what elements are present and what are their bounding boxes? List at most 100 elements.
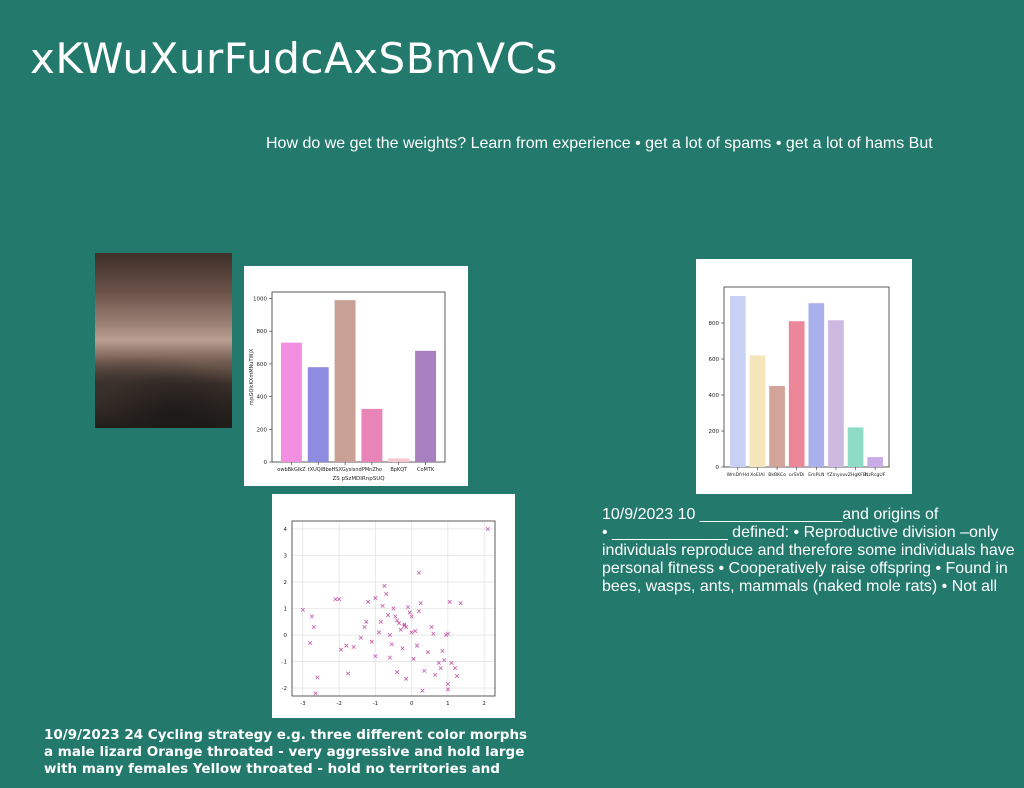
- bottom-text-block: 10/9/2023 24 Cycling strategy e.g. three…: [44, 727, 604, 778]
- x-tick-label: XoEIAI: [750, 472, 765, 478]
- right-text-block: 10/9/2023 10 ________________and origins…: [602, 506, 1022, 596]
- scatter-point: [400, 646, 405, 651]
- slide-subtitle: How do we get the weights? Learn from ex…: [266, 135, 933, 152]
- scatter-point: [387, 655, 392, 660]
- x-tick-label: -2: [336, 701, 341, 707]
- x-tick-label: CoMTK: [417, 467, 435, 473]
- scatter-point: [438, 666, 443, 671]
- scatter-point: [411, 656, 416, 661]
- bar: [847, 427, 864, 467]
- y-tick-label: -1: [282, 660, 287, 666]
- scatter-point: [373, 654, 378, 659]
- bar: [415, 350, 437, 462]
- scatter-point: [485, 526, 490, 532]
- bar-chart-left-figure: 0 200 400 600 800 1000 owbBkGikZ tXUQiBb eHSXGys…: [244, 266, 468, 486]
- plot-frame: [723, 286, 890, 468]
- y-tick-label: -2: [282, 686, 287, 692]
- y-tick-label: 1000: [253, 297, 267, 303]
- scatter-point: [407, 610, 412, 615]
- scatter-point: [366, 599, 371, 604]
- y-tick-label: 0: [264, 460, 268, 466]
- bar: [388, 458, 410, 462]
- scatter-point: [344, 643, 349, 648]
- bar: [769, 386, 785, 467]
- y-tick-label: 600: [257, 362, 268, 368]
- scatter-point: [338, 647, 344, 652]
- scatter-point: [405, 605, 411, 610]
- x-tick-label: -3: [300, 701, 306, 707]
- scatter-point: [409, 614, 414, 619]
- scatter-point: [425, 650, 431, 655]
- bottom-text-line: a male lizard Orange throated - very agg…: [44, 744, 525, 760]
- scatter-point: [409, 630, 414, 635]
- scatter-plot: -3 -2 -1 0 1 2 -2 -1 0 1 2 3 4: [282, 520, 496, 707]
- x-tick-label: tXUQiBb: [308, 467, 329, 473]
- scatter-point: [351, 644, 356, 650]
- bar-chart-left: 0 200 400 600 800 1000 owbBkGikZ tXUQiBb eHSXGys…: [249, 291, 446, 482]
- scatter-point: [337, 597, 342, 602]
- scatter-plot-figure: -3 -2 -1 0 1 2 -2 -1 0 1 2 3 4: [272, 494, 515, 718]
- slide-title: xKWuXurFudcAxSBmVCs: [30, 34, 558, 83]
- bar: [280, 342, 302, 462]
- scatter-point: [398, 627, 403, 632]
- scatter-point: [395, 670, 400, 675]
- bottom-text-line: 10/9/2023 24 Cycling strategy e.g. three…: [44, 727, 528, 743]
- scatter-point: [442, 658, 447, 663]
- right-text-line: personal fitness • Cooperatively raise o…: [602, 560, 1008, 577]
- y-tick-label: 600: [709, 357, 720, 363]
- scatter-point: [382, 583, 387, 589]
- y-tick-label: 200: [257, 427, 268, 433]
- scatter-point: [384, 591, 389, 596]
- scatter-point: [404, 676, 409, 681]
- scatter-point: [387, 632, 392, 638]
- x-tick-label: owbBkGikZ: [277, 467, 306, 473]
- scatter-point: [431, 631, 436, 636]
- y-tick-label: 4: [284, 527, 288, 533]
- scatter-point: [364, 619, 369, 624]
- scatter-point: [311, 624, 316, 630]
- scatter-point: [376, 630, 382, 635]
- scatter-point: [449, 660, 454, 665]
- x-tick-label: NzRcgUF: [865, 472, 886, 478]
- y-tick-label: 1: [284, 607, 288, 613]
- scatter-point: [315, 675, 320, 680]
- right-text-line: individuals reproduce and therefore some…: [602, 542, 1015, 559]
- scatter-point: [458, 601, 463, 606]
- scatter-point: [445, 681, 450, 687]
- scatter-point: [445, 631, 450, 636]
- bar: [828, 320, 844, 467]
- scatter-point: [313, 691, 318, 696]
- scatter-point: [346, 671, 351, 676]
- scatter-point: [396, 621, 402, 626]
- scatter-point: [429, 624, 434, 630]
- bar: [361, 408, 383, 462]
- plot-frame: [291, 520, 496, 697]
- scatter-point: [309, 614, 315, 619]
- x-tick-label: 0: [410, 701, 414, 707]
- bottom-text-line: with many females Yellow throated - hold…: [44, 761, 500, 777]
- x-tick-label: WmDfrHd: [727, 472, 750, 478]
- y-tick-label: 0: [284, 633, 288, 639]
- x-tick-label: BkBKCo: [768, 472, 786, 478]
- bar-chart-right: 0 200 400 600 800 WmDfrHd XoEIAI BkBKCo orSVDi Em…: [709, 286, 890, 478]
- bar: [334, 300, 356, 462]
- bar: [808, 303, 825, 467]
- scatter-point: [333, 597, 338, 602]
- x-tick-label: BpKQT: [390, 467, 408, 473]
- y-tick-label: 400: [709, 393, 720, 399]
- y-tick-label: 0: [716, 465, 720, 471]
- scatter-point: [362, 624, 367, 630]
- scatter-point: [433, 672, 438, 677]
- x-tick-label: 2: [482, 701, 486, 707]
- scatter-point: [373, 595, 378, 600]
- landscape-photo: [95, 253, 232, 428]
- scatter-point: [416, 570, 421, 575]
- bar: [307, 367, 329, 462]
- scatter-point: [402, 622, 407, 627]
- scatter-point: [391, 606, 396, 611]
- right-text-line: 10/9/2023 10 ________________and origins…: [602, 506, 939, 523]
- x-tick-label: orSVDi: [789, 472, 805, 478]
- y-tick-label: 2: [284, 580, 288, 586]
- scatter-point: [445, 687, 450, 692]
- scatter-point: [414, 643, 420, 648]
